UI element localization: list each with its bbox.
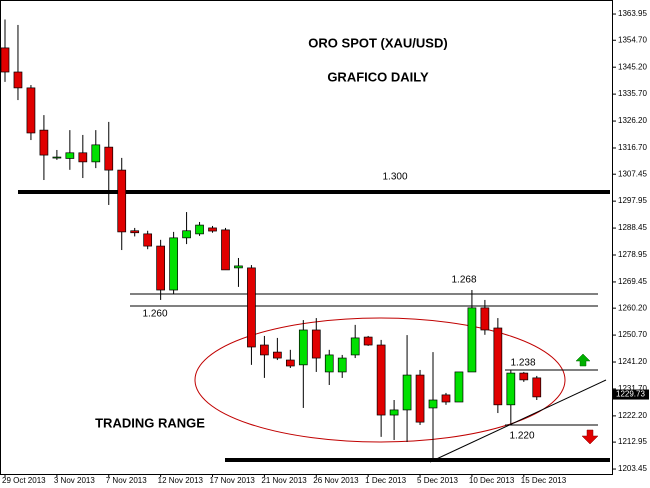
x-tick-label: 21 Nov 2013 bbox=[261, 476, 307, 485]
candle-body bbox=[117, 169, 127, 233]
range-ellipse bbox=[194, 317, 566, 443]
candle-body bbox=[143, 233, 153, 247]
x-tick-label: 3 Nov 2013 bbox=[54, 476, 95, 485]
drawing-layer: ORO SPOT (XAU/USD) GRAFICO DAILY 1.300 1… bbox=[0, 19, 610, 463]
y-tick-label: 1241.20 bbox=[618, 357, 647, 366]
y-tick-label: 1250.70 bbox=[618, 330, 647, 339]
annotation: 1.268 bbox=[451, 275, 476, 286]
candle-body bbox=[39, 129, 49, 156]
last-price-label: 1229.73 bbox=[616, 390, 645, 399]
annotation: 1.220 bbox=[509, 431, 534, 442]
x-tick-label: 17 Nov 2013 bbox=[210, 476, 256, 485]
candle-body bbox=[389, 409, 399, 416]
x-tick-label: 10 Dec 2013 bbox=[469, 476, 515, 485]
candle-body bbox=[169, 237, 178, 291]
y-tick-label: 1222.20 bbox=[618, 411, 647, 420]
y-tick-label: 1212.95 bbox=[618, 437, 647, 446]
y-tick-label: 1278.95 bbox=[618, 250, 647, 259]
candle-body bbox=[454, 371, 464, 403]
x-tick-label: 7 Nov 2013 bbox=[106, 476, 147, 485]
candle-body bbox=[480, 307, 490, 331]
candle-body bbox=[428, 399, 438, 409]
candle-body bbox=[337, 357, 347, 373]
candle-body bbox=[273, 351, 282, 359]
candle-body bbox=[78, 152, 88, 163]
y-tick-label: 1288.45 bbox=[618, 223, 647, 232]
x-tick-label: 1 Dec 2013 bbox=[365, 476, 406, 485]
candle-body bbox=[376, 344, 386, 416]
candle-body bbox=[13, 71, 23, 89]
candle-body bbox=[104, 146, 114, 171]
y-tick-label: 1326.20 bbox=[618, 116, 647, 125]
x-tick-label: 29 Oct 2013 bbox=[2, 476, 46, 485]
x-tick-label: 5 Dec 2013 bbox=[417, 476, 458, 485]
y-tick-label: 1316.70 bbox=[618, 143, 647, 152]
candle-body bbox=[298, 329, 308, 366]
candle-body bbox=[311, 329, 321, 359]
candle-body bbox=[506, 372, 516, 406]
annotation: 1.260 bbox=[142, 309, 167, 320]
last-price-box bbox=[613, 389, 649, 400]
x-tick-label: 12 Nov 2013 bbox=[158, 476, 204, 485]
y-tick-label: 1354.70 bbox=[618, 35, 647, 44]
down-arrow bbox=[581, 429, 599, 445]
candle-body bbox=[208, 227, 217, 232]
candle-body bbox=[0, 47, 10, 73]
candle-body bbox=[130, 230, 140, 234]
candle-body bbox=[156, 245, 165, 291]
candle-body bbox=[247, 267, 256, 348]
candle-body bbox=[324, 354, 334, 373]
y-tick-label: 1260.20 bbox=[618, 303, 647, 312]
candle-body bbox=[493, 327, 503, 406]
candle-body bbox=[415, 374, 425, 423]
plot-frame bbox=[0, 0, 613, 475]
x-tick-label: 26 Nov 2013 bbox=[313, 476, 359, 485]
up-arrow bbox=[575, 353, 591, 367]
x-tick-label: 15 Dec 2013 bbox=[521, 476, 567, 485]
y-tick-label: 1203.45 bbox=[618, 464, 647, 473]
y-tick-label: 1307.45 bbox=[618, 169, 647, 178]
candle-body bbox=[285, 359, 295, 367]
candle-body bbox=[441, 394, 451, 403]
candle-body bbox=[532, 377, 542, 398]
candle-body bbox=[363, 336, 373, 346]
annotation: 1.238 bbox=[510, 358, 535, 369]
y-tick-label: 1345.20 bbox=[618, 62, 647, 71]
candle-body bbox=[519, 372, 529, 381]
trend-line bbox=[429, 379, 607, 463]
y-tick-label: 1363.95 bbox=[618, 9, 647, 18]
candle-body bbox=[65, 152, 75, 159]
candle-body bbox=[260, 344, 269, 356]
y-tick-label: 1231.70 bbox=[618, 384, 647, 393]
annotation: 1.300 bbox=[382, 172, 407, 183]
candle-body bbox=[195, 224, 204, 235]
candle-body bbox=[234, 265, 243, 269]
candle-body bbox=[402, 374, 412, 411]
chart-subtitle: GRAFICO DAILY bbox=[327, 69, 429, 84]
candle-body bbox=[467, 307, 477, 373]
y-tick-label: 1335.70 bbox=[618, 89, 647, 98]
candle-body bbox=[350, 337, 360, 356]
candle-body bbox=[182, 230, 191, 239]
candle-body bbox=[221, 229, 230, 271]
candle-body bbox=[91, 144, 101, 163]
y-tick-label: 1269.45 bbox=[618, 277, 647, 286]
y-tick-label: 1297.95 bbox=[618, 196, 647, 205]
candle-body bbox=[52, 156, 62, 159]
chart-title: ORO SPOT (XAU/USD) bbox=[308, 35, 447, 50]
candle-body bbox=[26, 87, 36, 134]
annotation: TRADING RANGE bbox=[95, 415, 205, 430]
